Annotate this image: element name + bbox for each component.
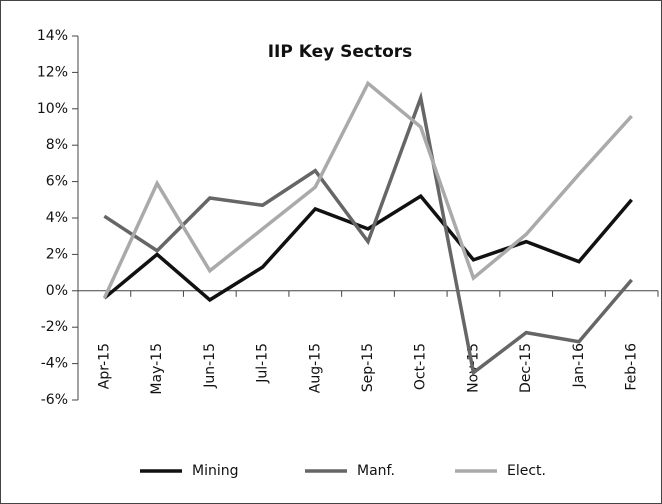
x-tick-label: Oct-15 xyxy=(413,343,429,390)
y-tick-label: -6% xyxy=(41,392,68,408)
legend-label: Manf. xyxy=(357,463,395,479)
y-tick-label: 12% xyxy=(37,64,68,80)
y-tick-label: 0% xyxy=(46,283,68,299)
x-tick-label: Dec-15 xyxy=(518,343,534,393)
y-tick-label: 8% xyxy=(46,137,68,153)
y-tick-label: 4% xyxy=(46,210,68,226)
x-tick-label: Sep-15 xyxy=(360,343,376,392)
legend-label: Elect. xyxy=(507,463,546,479)
series-line xyxy=(103,193,633,303)
y-tick-label: 14% xyxy=(37,28,68,44)
series-line xyxy=(103,91,633,376)
x-tick-label: Aug-15 xyxy=(307,343,323,393)
y-tick-label: 10% xyxy=(37,101,68,117)
chart-title: IIP Key Sectors xyxy=(268,42,413,62)
y-tick-label: 6% xyxy=(46,174,68,190)
legend-label: Mining xyxy=(192,463,239,479)
x-tick-label: Apr-15 xyxy=(96,343,112,389)
y-tick-label: 2% xyxy=(46,246,68,262)
series-line xyxy=(102,80,633,299)
x-tick-label: Jan-16 xyxy=(571,343,587,389)
y-tick-label: -4% xyxy=(41,356,68,372)
x-tick-label: Jun-15 xyxy=(202,343,218,389)
x-tick-label: Feb-16 xyxy=(624,343,640,391)
x-tick-label: Jul-15 xyxy=(255,343,271,384)
x-tick-label: May-15 xyxy=(149,343,165,395)
y-tick-label: -2% xyxy=(41,319,68,335)
